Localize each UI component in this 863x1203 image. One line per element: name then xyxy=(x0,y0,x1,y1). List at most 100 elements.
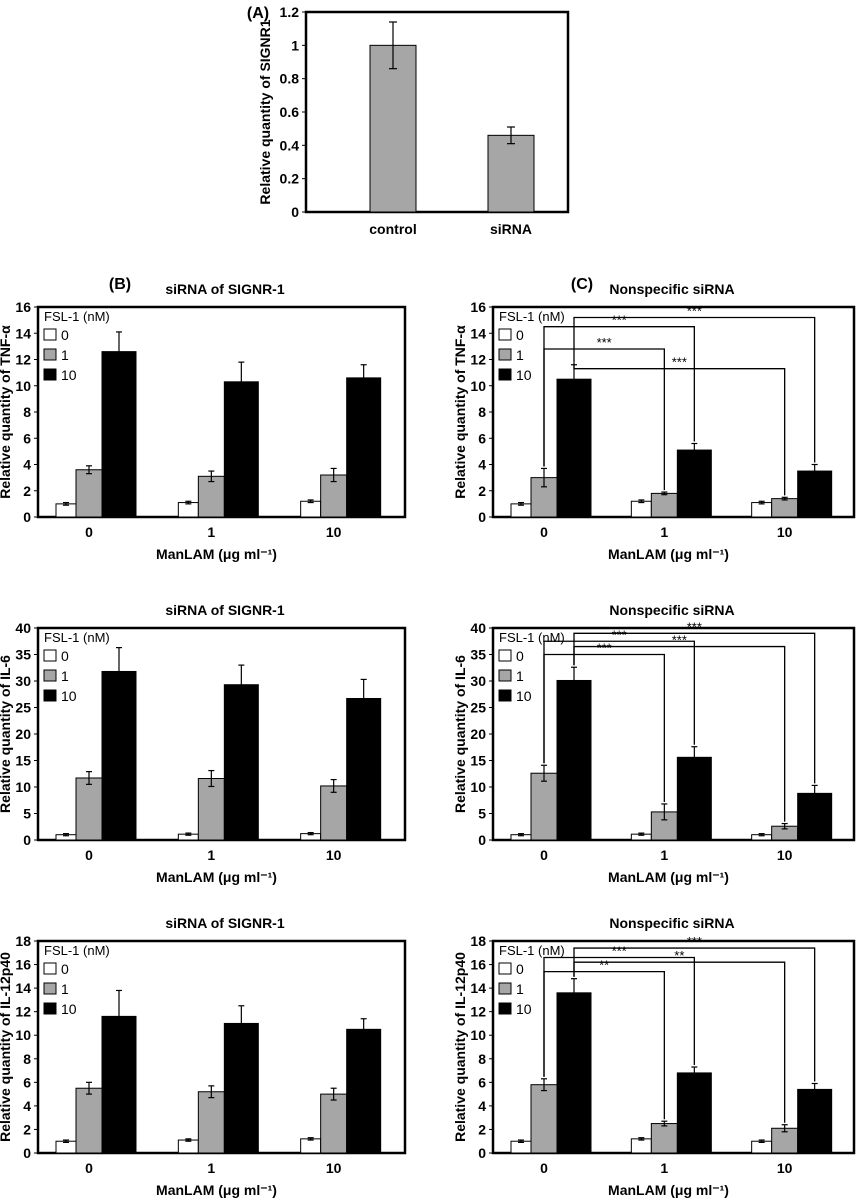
y-tick-label-C_IL12: 16 xyxy=(470,957,486,973)
significance-bracket-C_TNF xyxy=(543,326,695,467)
y-tick-label-C_TNF: 14 xyxy=(470,325,486,341)
y-tick-label-C_TNF: 4 xyxy=(478,457,486,473)
legend-label-C_IL6: 1 xyxy=(516,668,524,684)
bar-C_TNF-s1 xyxy=(771,498,799,518)
significance-label-C_TNF: *** xyxy=(687,304,702,319)
x-tick-label-B_IL6: 10 xyxy=(326,847,342,863)
y-tick-label-B_IL6: 30 xyxy=(15,673,31,689)
legend-title-C_TNF: FSL-1 (nM) xyxy=(499,309,565,324)
legend-label-B_TNF: 10 xyxy=(61,367,77,383)
y-axis-label-C_IL6: Relative quantity of IL-6 xyxy=(452,655,468,813)
y-tick-label-C_IL6: 30 xyxy=(470,673,486,689)
bar-C_IL12-s1 xyxy=(530,1084,558,1154)
bar-C_IL12-s2 xyxy=(797,1088,833,1154)
y-tick-label-B_TNF: 4 xyxy=(23,457,31,473)
bar-B_TNF-s1 xyxy=(197,475,225,518)
legend-label-B_IL6: 0 xyxy=(61,648,69,664)
bar-B_TNF-s0 xyxy=(177,502,199,518)
y-tick-label-C_TNF: 16 xyxy=(470,299,486,315)
x-tick-label-B_TNF: 0 xyxy=(85,524,93,540)
significance-label-C_IL12: ** xyxy=(599,958,609,973)
legend-title-C_IL6: FSL-1 (nM) xyxy=(499,630,565,645)
significance-label-C_IL12: *** xyxy=(687,934,702,949)
x-axis-label-B_TNF: ManLAM (μg ml⁻¹) xyxy=(156,546,277,562)
significance-label-C_TNF: *** xyxy=(597,335,612,350)
y-tick-label-B_TNF: 8 xyxy=(23,404,31,420)
significance-bracket-C_TNF xyxy=(573,316,816,463)
legend-label-C_TNF: 1 xyxy=(516,347,524,363)
y-tick-label-B_IL12: 2 xyxy=(23,1121,31,1137)
y-tick-label-A: 1 xyxy=(291,37,299,53)
significance-bracket-C_IL6 xyxy=(573,632,816,784)
bar-B_TNF-s0 xyxy=(300,500,322,518)
x-tick-label-C_IL12: 0 xyxy=(540,1160,548,1176)
y-axis-label-B_IL12: Relative quantity of IL-12p40 xyxy=(0,952,13,1142)
legend-swatch-C_IL6 xyxy=(498,669,512,682)
significance-bracket-C_IL12 xyxy=(573,947,816,1082)
bar-B_IL12-s0 xyxy=(300,1138,322,1154)
legend-label-B_TNF: 1 xyxy=(61,347,69,363)
x-tick-label-B_IL12: 1 xyxy=(207,1160,215,1176)
y-tick-label-B_IL12: 10 xyxy=(15,1027,31,1043)
y-tick-label-A: 0.8 xyxy=(280,71,300,87)
bar-B_IL6-s1 xyxy=(320,785,348,841)
y-tick-label-C_IL12: 14 xyxy=(470,980,486,996)
chart-title-B_IL6: siRNA of SIGNR-1 xyxy=(165,602,284,618)
bar-B_TNF-s2 xyxy=(101,351,137,518)
bar-B_TNF-s2 xyxy=(223,381,259,518)
significance-bracket-C_TNF xyxy=(573,362,786,496)
bar-A xyxy=(369,44,417,213)
significance-label-C_TNF: *** xyxy=(612,313,627,328)
x-tick-label-B_IL6: 0 xyxy=(85,847,93,863)
x-tick-label-B_IL12: 0 xyxy=(85,1160,93,1176)
legend-swatch-C_TNF xyxy=(498,368,512,381)
legend-swatch-C_TNF xyxy=(498,348,512,361)
x-axis-label-C_TNF: ManLAM (μg ml⁻¹) xyxy=(608,546,729,562)
legend-label-C_IL12: 1 xyxy=(516,981,524,997)
y-tick-label-C_TNF: 8 xyxy=(478,404,486,420)
bar-B_IL6-s2 xyxy=(101,670,137,841)
y-tick-label-B_IL6: 20 xyxy=(15,726,31,742)
bar-C_IL12-s0 xyxy=(630,1138,652,1154)
y-tick-label-B_IL12: 14 xyxy=(15,980,31,996)
legend-label-C_TNF: 0 xyxy=(516,327,524,343)
y-tick-label-C_IL6: 25 xyxy=(470,700,486,716)
panel-label-C_TNF: (C) xyxy=(571,276,593,293)
bar-C_IL6-s2 xyxy=(556,679,592,841)
legend-label-B_IL12: 10 xyxy=(61,1001,77,1017)
y-tick-label-C_IL6: 40 xyxy=(470,620,486,636)
y-tick-label-B_IL6: 35 xyxy=(15,647,31,663)
x-tick-label-C_IL12: 1 xyxy=(660,1160,668,1176)
legend-swatch-B_TNF xyxy=(43,348,57,361)
y-tick-label-B_TNF: 16 xyxy=(15,299,31,315)
chart-title-C_TNF: Nonspecific siRNA xyxy=(609,281,734,297)
y-tick-label-C_IL6: 20 xyxy=(470,726,486,742)
legend-title-C_IL12: FSL-1 (nM) xyxy=(499,943,565,958)
bar-B_IL12-s2 xyxy=(346,1028,382,1154)
legend-swatch-B_IL12 xyxy=(43,1002,57,1015)
legend-title-B_IL6: FSL-1 (nM) xyxy=(44,630,110,645)
panel-label-A: (A) xyxy=(247,5,269,22)
bar-B_IL6-s1 xyxy=(75,777,103,841)
x-tick-label-C_TNF: 0 xyxy=(540,524,548,540)
legend-label-C_IL6: 10 xyxy=(516,688,532,704)
chart-title-B_IL12: siRNA of SIGNR-1 xyxy=(165,915,284,931)
y-tick-label-C_TNF: 10 xyxy=(470,378,486,394)
legend-swatch-C_IL12 xyxy=(498,982,512,995)
significance-label-C_IL6: *** xyxy=(597,641,612,656)
x-tick-label-B_IL6: 1 xyxy=(207,847,215,863)
y-tick-label-C_IL6: 15 xyxy=(470,753,486,769)
legend-label-B_IL6: 1 xyxy=(61,668,69,684)
x-tick-label-C_IL6: 10 xyxy=(777,847,793,863)
significance-label-C_IL6: *** xyxy=(687,619,702,634)
x-tick-label-C_TNF: 1 xyxy=(660,524,668,540)
y-tick-label-B_TNF: 12 xyxy=(15,352,31,368)
y-axis-label-B_TNF: Relative quantity of TNF-α xyxy=(0,325,13,499)
y-tick-label-B_TNF: 14 xyxy=(15,325,31,341)
bar-C_TNF-s2 xyxy=(556,378,592,518)
y-tick-label-B_IL6: 40 xyxy=(15,620,31,636)
bar-C_IL12-s2 xyxy=(676,1072,712,1154)
x-axis-label-C_IL12: ManLAM (μg ml⁻¹) xyxy=(608,1182,729,1198)
bar-B_IL6-s2 xyxy=(223,684,259,841)
